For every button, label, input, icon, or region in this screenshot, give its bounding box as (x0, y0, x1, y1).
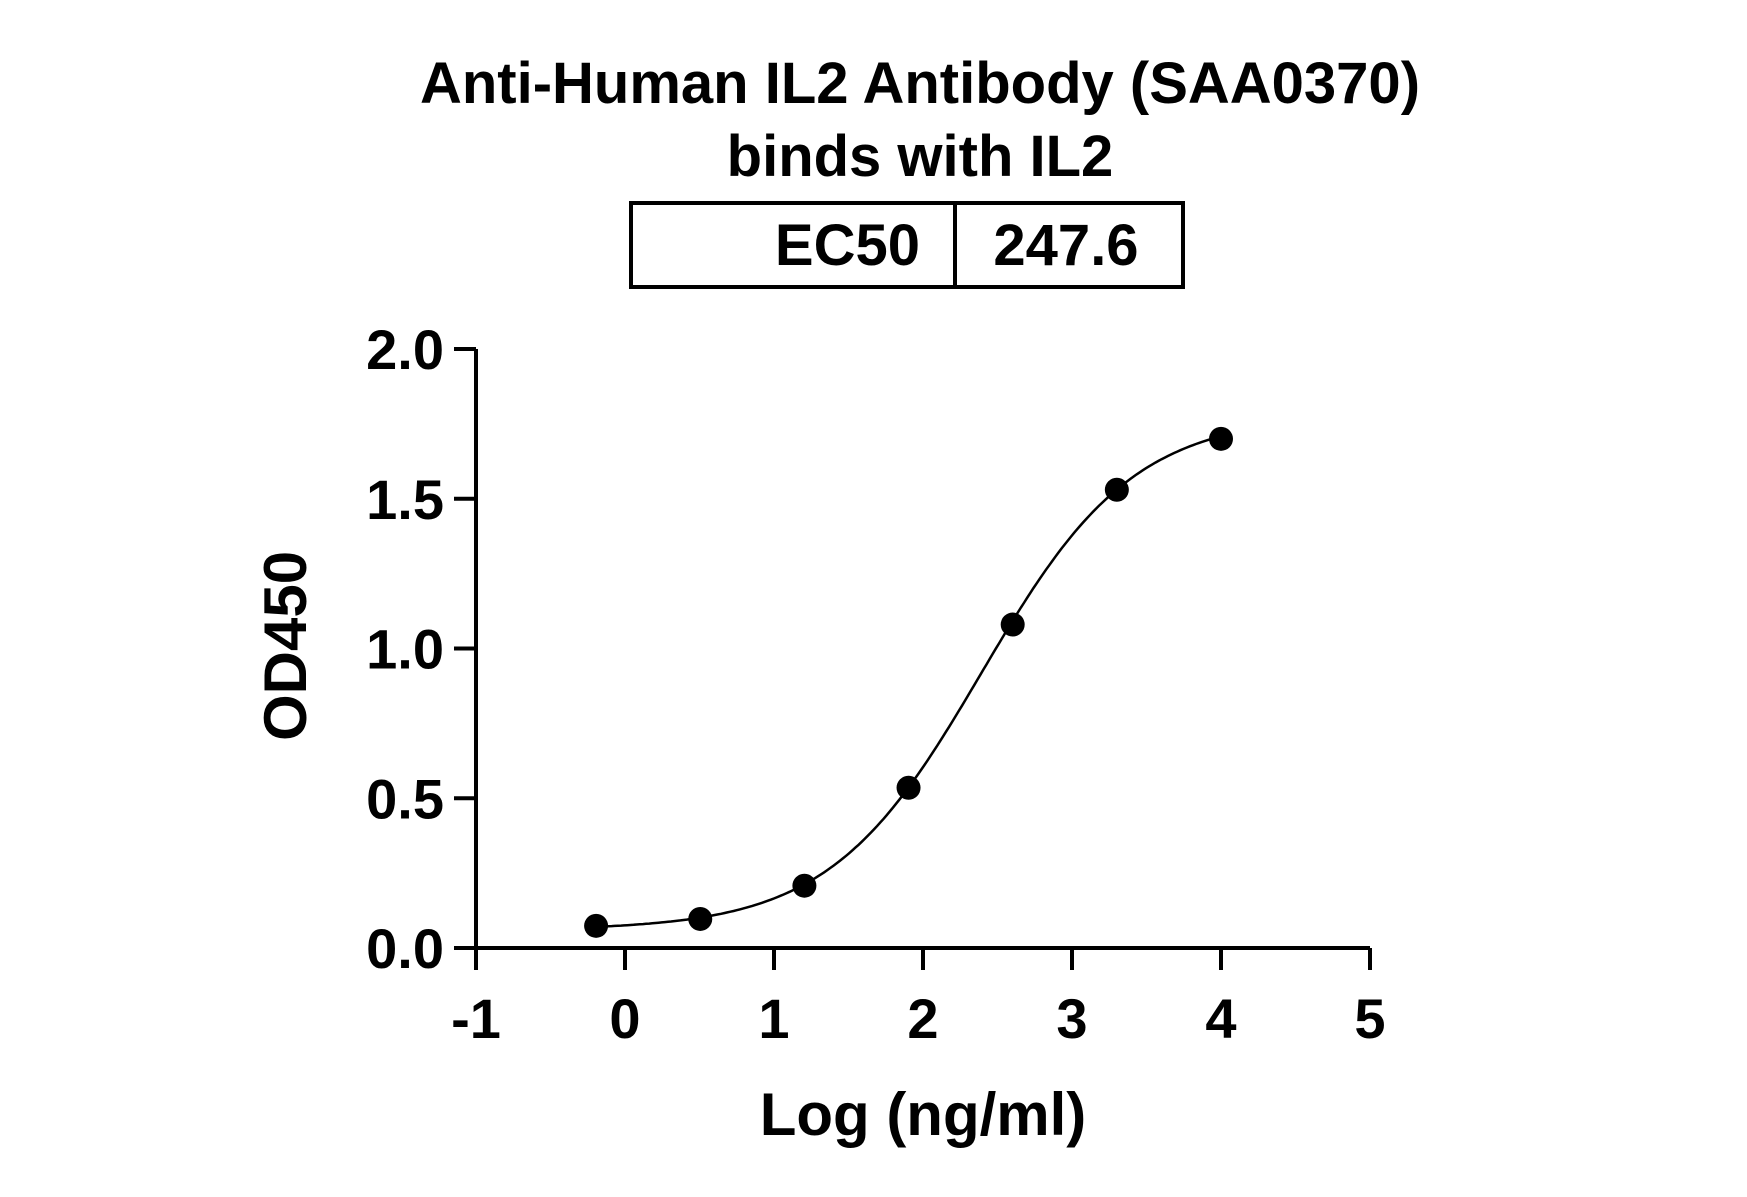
ec50-value: 247.6 (993, 213, 1138, 278)
chart-title-line-2: binds with IL2 (727, 124, 1114, 189)
y-tick-label: 2.0 (366, 318, 444, 381)
data-point (896, 775, 921, 800)
x-tick-label: 4 (1205, 987, 1236, 1050)
data-points (584, 426, 1233, 938)
x-tick-label: 3 (1056, 987, 1087, 1050)
y-tick-label: 1.0 (366, 618, 444, 681)
y-tick-label: 1.5 (366, 468, 444, 531)
data-point (1000, 612, 1025, 637)
x-tick-label: -1 (451, 987, 501, 1050)
fit-curve (596, 434, 1222, 929)
y-tick-label: 0.0 (366, 917, 444, 980)
ec50-table: EC50 247.6 (629, 201, 1185, 289)
y-axis-label: OD450 (252, 551, 319, 741)
data-point (1209, 426, 1233, 451)
x-tick-label: 5 (1354, 987, 1385, 1050)
data-point (584, 913, 609, 938)
data-point (688, 906, 713, 931)
axes (474, 349, 1370, 950)
x-axis-label: Log (ng/ml) (760, 1081, 1087, 1148)
y-ticks: 0.0 0.5 1.0 1.5 2.0 (366, 318, 476, 980)
y-tick-label: 0.5 (366, 767, 444, 830)
data-point (792, 873, 817, 898)
data-point (1104, 477, 1129, 502)
x-ticks: -1 0 1 2 3 4 5 (451, 948, 1386, 1050)
x-tick-label: 2 (907, 987, 938, 1050)
chart-title-line-1: Anti-Human IL2 Antibody (SAA0370) (420, 51, 1420, 116)
ec50-label: EC50 (775, 213, 920, 278)
x-tick-label: 1 (758, 987, 789, 1050)
x-tick-label: 0 (609, 987, 640, 1050)
